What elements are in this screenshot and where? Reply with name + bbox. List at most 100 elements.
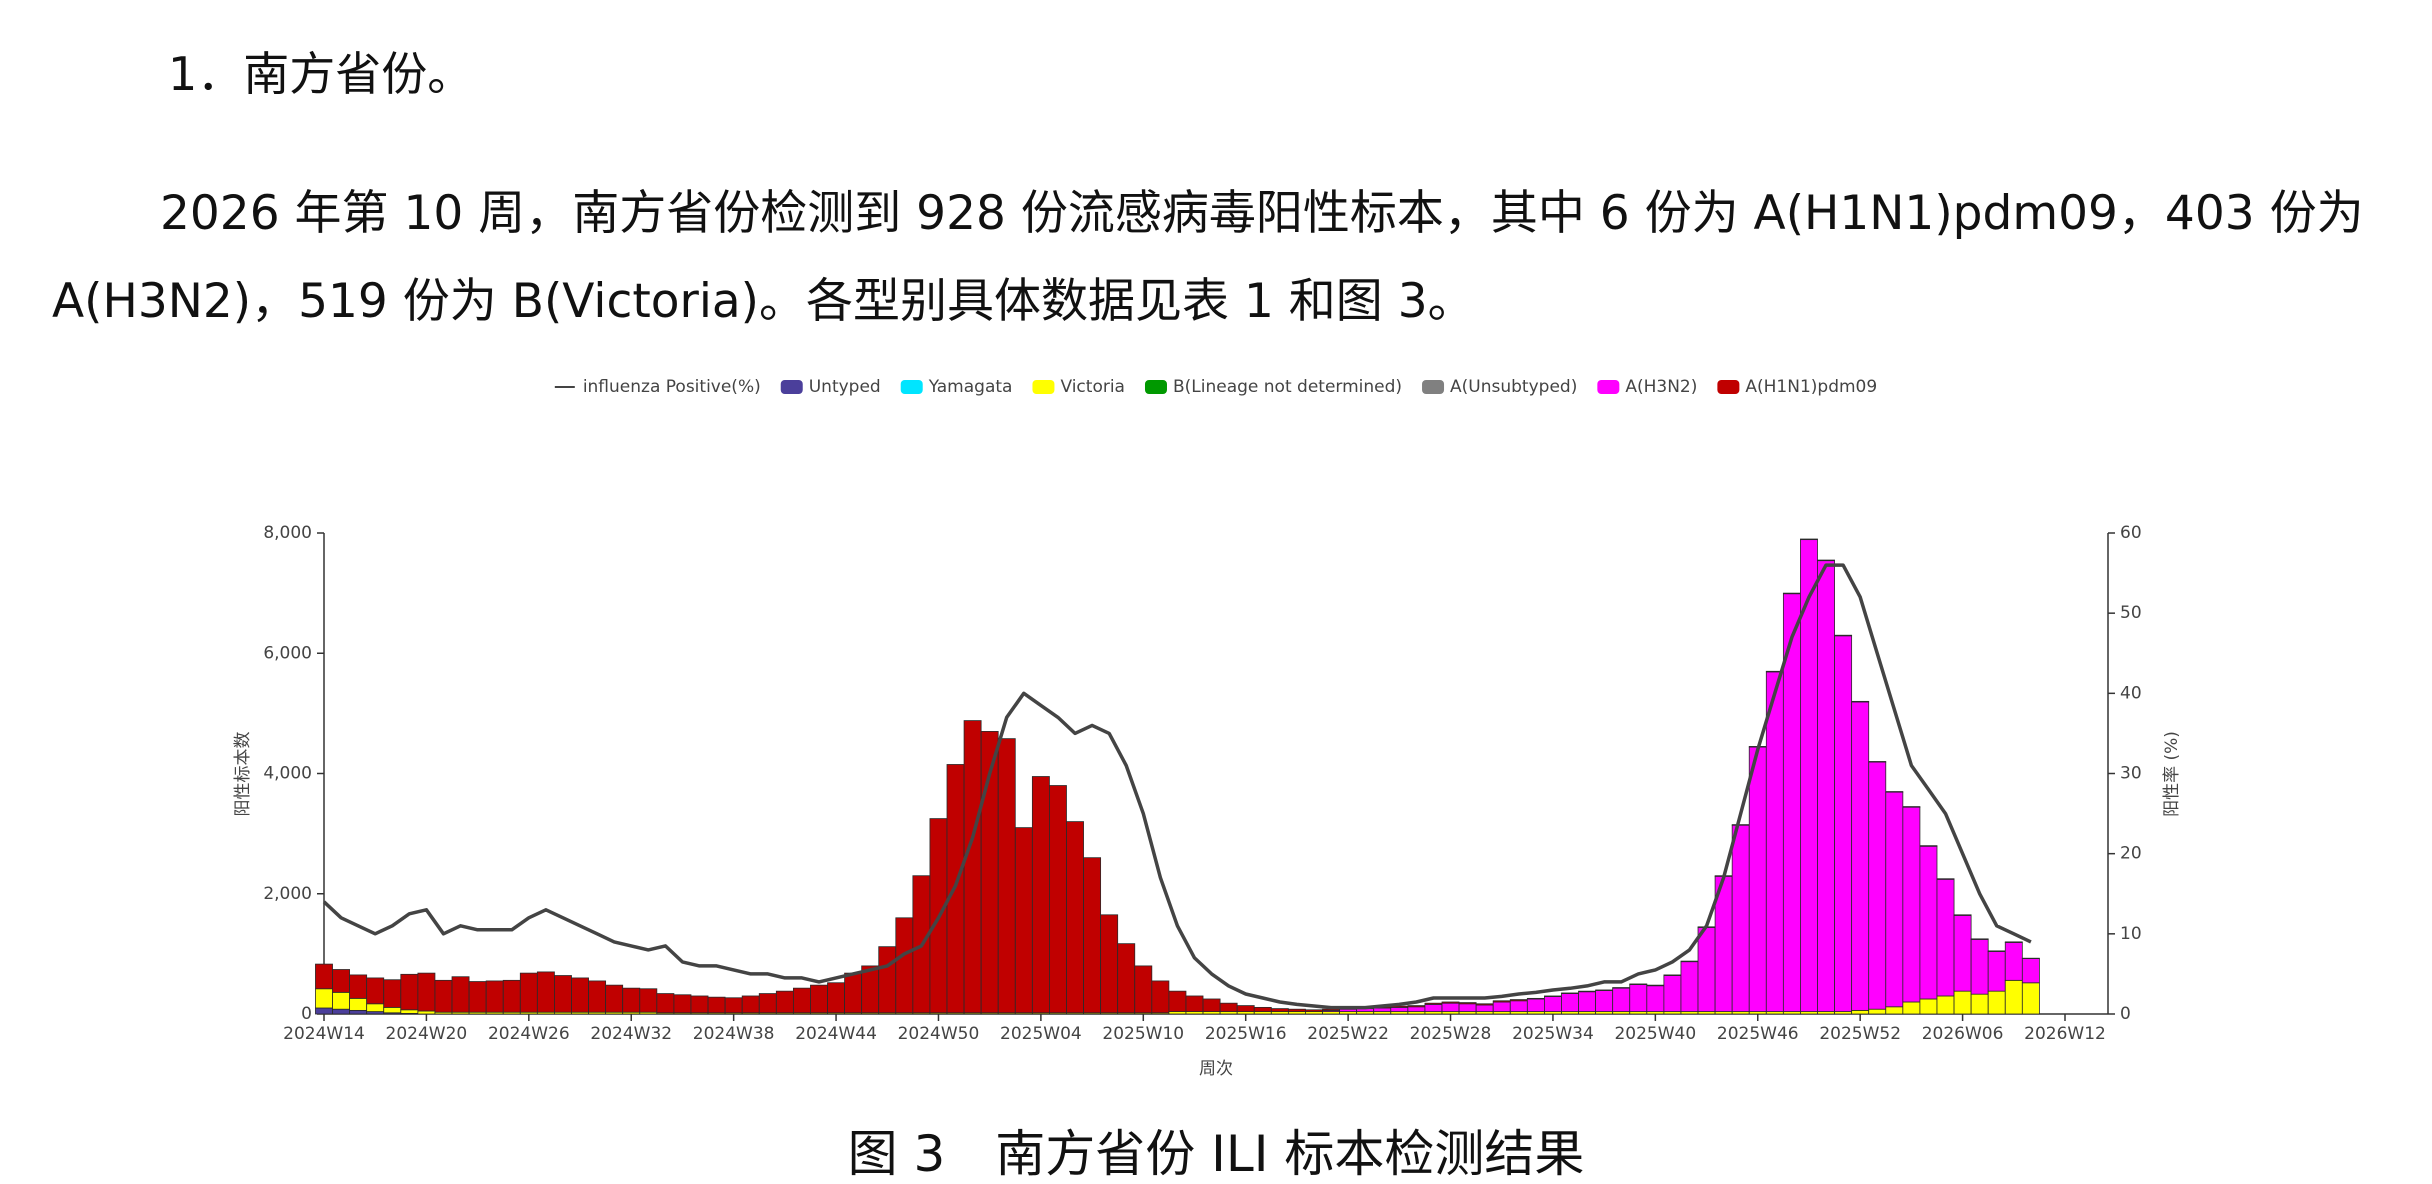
- bar-segment: [1851, 1009, 1870, 1015]
- bar-segment: [963, 720, 982, 1014]
- bar-segment: [1697, 927, 1716, 1012]
- bar-segment: [468, 981, 487, 1013]
- bar-segment: [417, 1010, 436, 1015]
- legend-swatch: [1032, 380, 1055, 394]
- bar-segment: [315, 988, 333, 1009]
- bar-segment: [1202, 998, 1221, 1012]
- legend-swatch: [1717, 380, 1740, 394]
- x-tick-label: 2024W32: [590, 1024, 672, 1044]
- bar-segment: [1646, 984, 1665, 987]
- bar-segment: [434, 979, 453, 1013]
- bar-segment: [332, 969, 351, 993]
- bar-segment: [1953, 914, 1972, 916]
- bar-segment: [315, 963, 333, 990]
- legend-label: A(H3N2): [1625, 377, 1697, 397]
- bar-segment: [1322, 1008, 1340, 1011]
- bar-segment: [1441, 1001, 1460, 1004]
- legend-swatch: [1422, 380, 1445, 394]
- heading: 1．南方省份。: [168, 47, 474, 101]
- legend-swatch: [900, 380, 923, 394]
- bar-segment: [2021, 958, 2040, 984]
- bar-segment: [673, 994, 692, 1014]
- bar-segment: [1526, 998, 1545, 1012]
- bar-segment: [1475, 1004, 1494, 1012]
- bar-segment: [1475, 1003, 1494, 1006]
- bar-segment: [1902, 1001, 1921, 1015]
- bar-segment: [1407, 1005, 1426, 1008]
- bar-segment: [1561, 993, 1579, 1012]
- y2-tick-label: 50: [2120, 603, 2142, 623]
- x-tick-label: 2024W14: [283, 1024, 365, 1044]
- bar-segment: [1885, 791, 1904, 793]
- bar-segment: [1953, 914, 1972, 992]
- bar-segment: [1765, 671, 1784, 1012]
- bar-segment: [1100, 914, 1119, 1014]
- bar-segment: [383, 979, 402, 1008]
- x-axis-title: 周次: [1199, 1059, 1233, 1079]
- x-tick-label: 2025W40: [1614, 1024, 1696, 1044]
- bar-segment: [1731, 824, 1750, 826]
- bar-segment: [1390, 1006, 1409, 1012]
- bar-segment: [639, 988, 658, 1013]
- bar-segment: [1151, 980, 1170, 1014]
- x-tick-label: 2026W12: [2024, 1024, 2106, 1044]
- bar-segment: [1117, 943, 1136, 1014]
- bar-segment: [349, 974, 368, 999]
- bar-segment: [2021, 982, 2040, 1015]
- bar-segment: [1629, 984, 1648, 1012]
- legend-label: Untyped: [809, 377, 881, 397]
- bar-segment: [571, 977, 589, 1013]
- bar-segment: [1936, 878, 1955, 997]
- bar-segment: [400, 973, 419, 1011]
- bar-segment: [1014, 827, 1033, 1014]
- bar-segment: [536, 971, 555, 1013]
- bar-segment: [400, 1009, 419, 1014]
- bar-segment: [1595, 990, 1614, 1012]
- bar-segment: [1800, 538, 1818, 541]
- bar-segment: [383, 1006, 402, 1014]
- bar-segment: [1492, 1000, 1511, 1003]
- bar-segment: [1834, 634, 1853, 637]
- bar-segment: [1851, 700, 1870, 703]
- x-tick-label: 2025W04: [1000, 1024, 1082, 1044]
- x-tick-label: 2025W34: [1512, 1024, 1594, 1044]
- bar-segment: [1936, 878, 1955, 880]
- bar-segment: [1509, 999, 1528, 1002]
- bar-segment: [844, 972, 863, 1014]
- bar-segment: [622, 987, 641, 1013]
- y-tick-label: 0: [301, 1004, 312, 1024]
- x-tick-label: 2025W10: [1102, 1024, 1184, 1044]
- bar-segment: [1629, 983, 1648, 985]
- bar-segment: [1748, 746, 1767, 1012]
- bar-segment: [810, 984, 828, 1014]
- bar-segment: [2004, 941, 2023, 943]
- bar-segment: [1731, 824, 1750, 1012]
- caption: 图 3 南方省份 ILI 标本检测结果: [847, 1125, 1585, 1183]
- bar-segment: [1236, 1005, 1255, 1012]
- positivity-line: [322, 563, 2032, 1010]
- y-tick-label: 8,000: [263, 523, 312, 543]
- x-tick-label: 2024W20: [386, 1024, 468, 1044]
- bar-segment: [707, 996, 726, 1014]
- bar-segment: [1953, 990, 1972, 1015]
- bar-segment: [1987, 950, 2006, 952]
- bar-segment: [502, 979, 521, 1013]
- bar-segment: [1561, 992, 1579, 994]
- bar-segment: [997, 738, 1016, 1014]
- y2-tick-label: 30: [2120, 764, 2142, 784]
- legend-swatch: [1144, 380, 1167, 394]
- bar-segment: [1834, 635, 1853, 1012]
- bar-segment: [1919, 845, 1938, 1000]
- x-tick-label: 2025W16: [1205, 1024, 1287, 1044]
- bar-segment: [1680, 961, 1699, 1012]
- bar-segment: [1373, 1007, 1392, 1012]
- bar-segment: [605, 984, 624, 1013]
- bar-segment: [1287, 1008, 1306, 1012]
- bar-segment: [724, 997, 743, 1014]
- bar-segment: [1185, 995, 1204, 1012]
- legend-label: A(Unsubtyped): [1450, 377, 1577, 397]
- bar-segment: [1441, 1002, 1460, 1012]
- bar-segment: [349, 1009, 368, 1015]
- bar-segment: [1526, 997, 1545, 1000]
- bar-segment: [2004, 979, 2023, 1015]
